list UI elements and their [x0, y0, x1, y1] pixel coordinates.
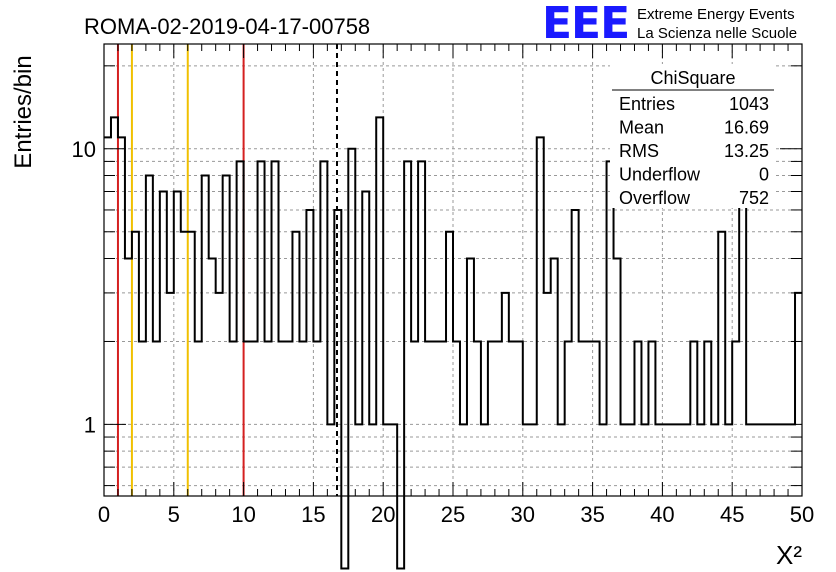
stats-label: Overflow: [619, 188, 691, 208]
stats-value: 16.69: [724, 118, 769, 138]
stats-value: 1043: [729, 94, 769, 114]
x-tick-label: 15: [301, 502, 325, 527]
x-tick-label: 30: [511, 502, 535, 527]
x-tick-label: 35: [580, 502, 604, 527]
x-tick-label: 5: [168, 502, 180, 527]
axis-ticks: [103, 44, 803, 496]
stats-label: Underflow: [619, 165, 701, 185]
logo-line2: La Scienza nelle Scuole: [637, 25, 797, 42]
stats-label: Entries: [619, 94, 675, 114]
x-tick-label: 25: [441, 502, 465, 527]
x-tick-label: 45: [720, 502, 744, 527]
reference-lines: [116, 44, 338, 496]
logo-mark: EEE: [542, 0, 629, 49]
stats-title: ChiSquare: [650, 68, 735, 88]
stats-label: Mean: [619, 118, 664, 138]
x-axis-label: X²: [776, 540, 802, 570]
stats-value: 13.25: [724, 141, 769, 161]
x-tick-label: 50: [790, 502, 814, 527]
chart-title: ROMA-02-2019-04-17-00758: [84, 14, 370, 39]
x-tick-label: 0: [98, 502, 110, 527]
y-tick-label: 1: [84, 412, 96, 437]
y-tick-label: 10: [72, 137, 96, 162]
stats-label: RMS: [619, 141, 659, 161]
axis-tick-labels: 0 5 10 15 20 25 30 35 40 45 50 1 10: [72, 137, 815, 527]
stats-box: ChiSquare Entries 1043 Mean 16.69 RMS 13.25 Un…: [610, 64, 776, 208]
histogram-series: [104, 116, 802, 570]
stats-value: 752: [739, 188, 769, 208]
x-tick-label: 10: [231, 502, 255, 527]
logo-line1: Extreme Energy Events: [637, 6, 795, 23]
stats-value: 0: [759, 165, 769, 185]
x-tick-label: 40: [650, 502, 674, 527]
x-tick-label: 20: [371, 502, 395, 527]
y-axis-label: Entries/bin: [10, 55, 37, 168]
eee-logo: EEE Extreme Energy Events La Scienza nel…: [542, 0, 797, 49]
